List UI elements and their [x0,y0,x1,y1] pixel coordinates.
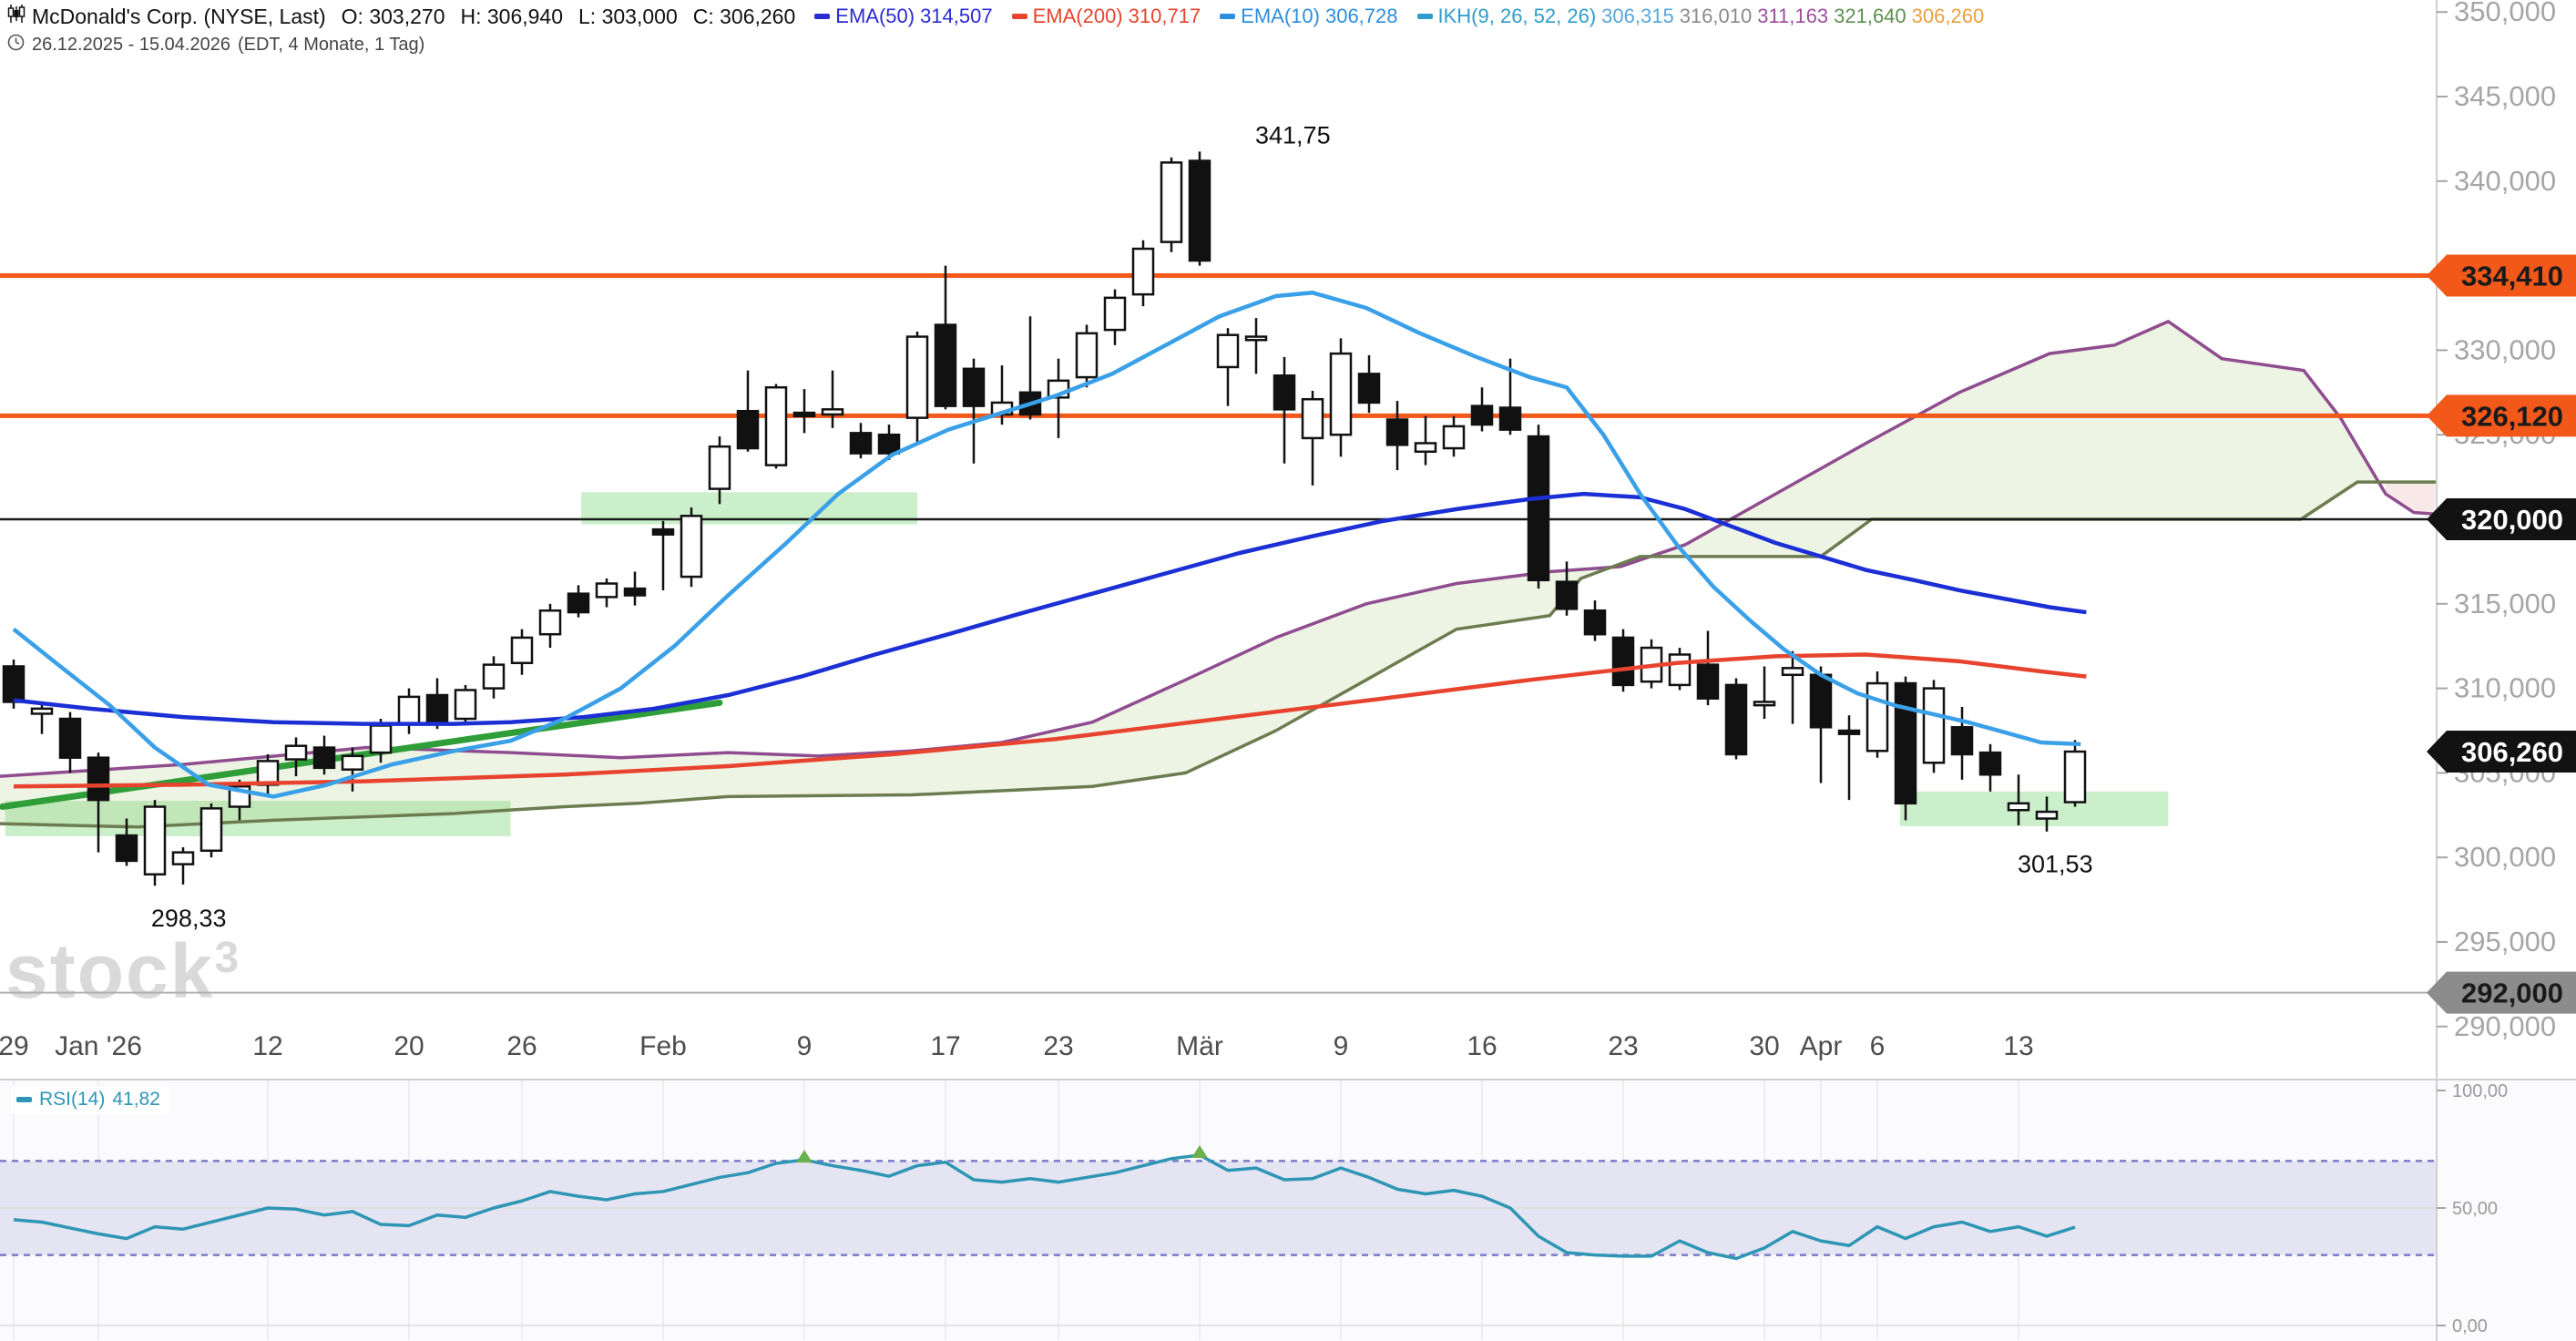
chart-header: McDonald's Corp. (NYSE, Last) O: 303,270… [7,4,1984,56]
svg-text:Mär: Mär [1176,1031,1223,1061]
rsi-swatch [16,1097,32,1102]
open-value: O: 303,270 [341,4,445,28]
ema50-line[interactable] [13,491,2087,726]
rsi-peak-marker [796,1150,813,1163]
svg-text:13: 13 [2003,1031,2033,1061]
date-range[interactable]: 26.12.2025 - 15.04.2026 [32,35,230,55]
svg-text:298,33: 298,33 [151,905,227,932]
svg-text:Apr: Apr [1800,1031,1843,1061]
svg-text:301,53: 301,53 [2018,851,2093,878]
rsi-pane[interactable] [0,1080,2576,1341]
price-annotations: 341,75 298,33 301,53 [151,122,2093,932]
horizontal-lines[interactable] [0,273,2437,994]
legend-ichimoku[interactable]: IKH(9, 26, 52, 26) 306,315 316,010 311,1… [1416,5,1984,28]
svg-text:16: 16 [1467,1031,1497,1061]
svg-text:12: 12 [252,1031,282,1061]
price-badges: 334,410 326,120 320,000 292,000 306,260 [2427,254,2576,1014]
svg-text:295,000: 295,000 [2454,926,2556,957]
ema10-line[interactable] [12,291,2081,799]
rsi-legend[interactable]: RSI(14) 41,82 [11,1086,169,1114]
rsi-value: 41,82 [112,1089,160,1110]
rsi-line[interactable] [13,1153,2076,1261]
svg-text:29: 29 [0,1031,29,1061]
svg-text:315,000: 315,000 [2454,588,2556,619]
svg-text:290,000: 290,000 [2454,1010,2556,1042]
clock-icon [7,34,25,56]
svg-text:306,260: 306,260 [2461,736,2563,768]
svg-text:0,00: 0,00 [2452,1316,2488,1336]
low-value: L: 303,000 [578,4,678,28]
svg-text:6: 6 [1870,1031,1886,1061]
stock3-watermark: stock3 [5,928,241,1014]
candlestick-chart-icon [7,4,26,29]
svg-text:17: 17 [930,1031,960,1061]
rsi-peak-marker [1191,1144,1208,1158]
svg-text:50,00: 50,00 [2452,1199,2498,1219]
svg-text:23: 23 [1043,1031,1073,1061]
svg-text:350,000: 350,000 [2454,0,2556,27]
ema10-swatch [1220,14,1236,19]
svg-text:100,00: 100,00 [2452,1081,2508,1101]
svg-text:340,000: 340,000 [2454,165,2556,197]
legend-ema10[interactable]: EMA(10) 306,728 [1220,5,1398,28]
svg-text:292,000: 292,000 [2461,978,2563,1009]
rsi-label: RSI(14) [39,1089,106,1110]
svg-text:345,000: 345,000 [2454,80,2556,112]
trendline[interactable] [0,699,723,811]
svg-text:326,120: 326,120 [2461,400,2563,432]
ikh-swatch [1416,14,1433,19]
instrument-title[interactable]: McDonald's Corp. (NYSE, Last) [32,4,326,28]
ema200-swatch [1011,14,1027,19]
svg-text:26: 26 [506,1031,537,1061]
candles[interactable] [2,151,2087,886]
timeframe-info: (EDT, 4 Monate, 1 Tag) [237,35,425,55]
date-axis[interactable]: 29 Jan '26 12 20 26 Feb 9 17 23 Mär 9 16 23 30 Apr 6 13 [0,1031,2034,1061]
svg-text:334,410: 334,410 [2461,261,2563,292]
svg-text:Feb: Feb [639,1031,687,1061]
ema200-line[interactable] [13,652,2087,789]
legend-ema200[interactable]: EMA(200) 310,717 [1011,5,1201,28]
svg-text:341,75: 341,75 [1255,122,1331,149]
svg-text:300,000: 300,000 [2454,841,2556,873]
legend-ema50[interactable]: EMA(50) 314,507 [814,5,993,28]
svg-text:9: 9 [1334,1031,1349,1061]
svg-text:23: 23 [1608,1031,1638,1061]
senkou-a-line[interactable] [0,319,2437,778]
svg-text:Jan '26: Jan '26 [55,1031,142,1061]
svg-text:310,000: 310,000 [2454,672,2556,704]
ema50-swatch [814,14,831,19]
high-value: H: 306,940 [460,4,564,28]
svg-text:320,000: 320,000 [2461,504,2563,536]
close-value: C: 306,260 [692,4,796,28]
svg-text:9: 9 [797,1031,813,1061]
svg-text:30: 30 [1749,1031,1779,1061]
senkou-b-line[interactable] [0,480,2437,829]
svg-text:20: 20 [394,1031,424,1061]
svg-text:330,000: 330,000 [2454,333,2556,365]
